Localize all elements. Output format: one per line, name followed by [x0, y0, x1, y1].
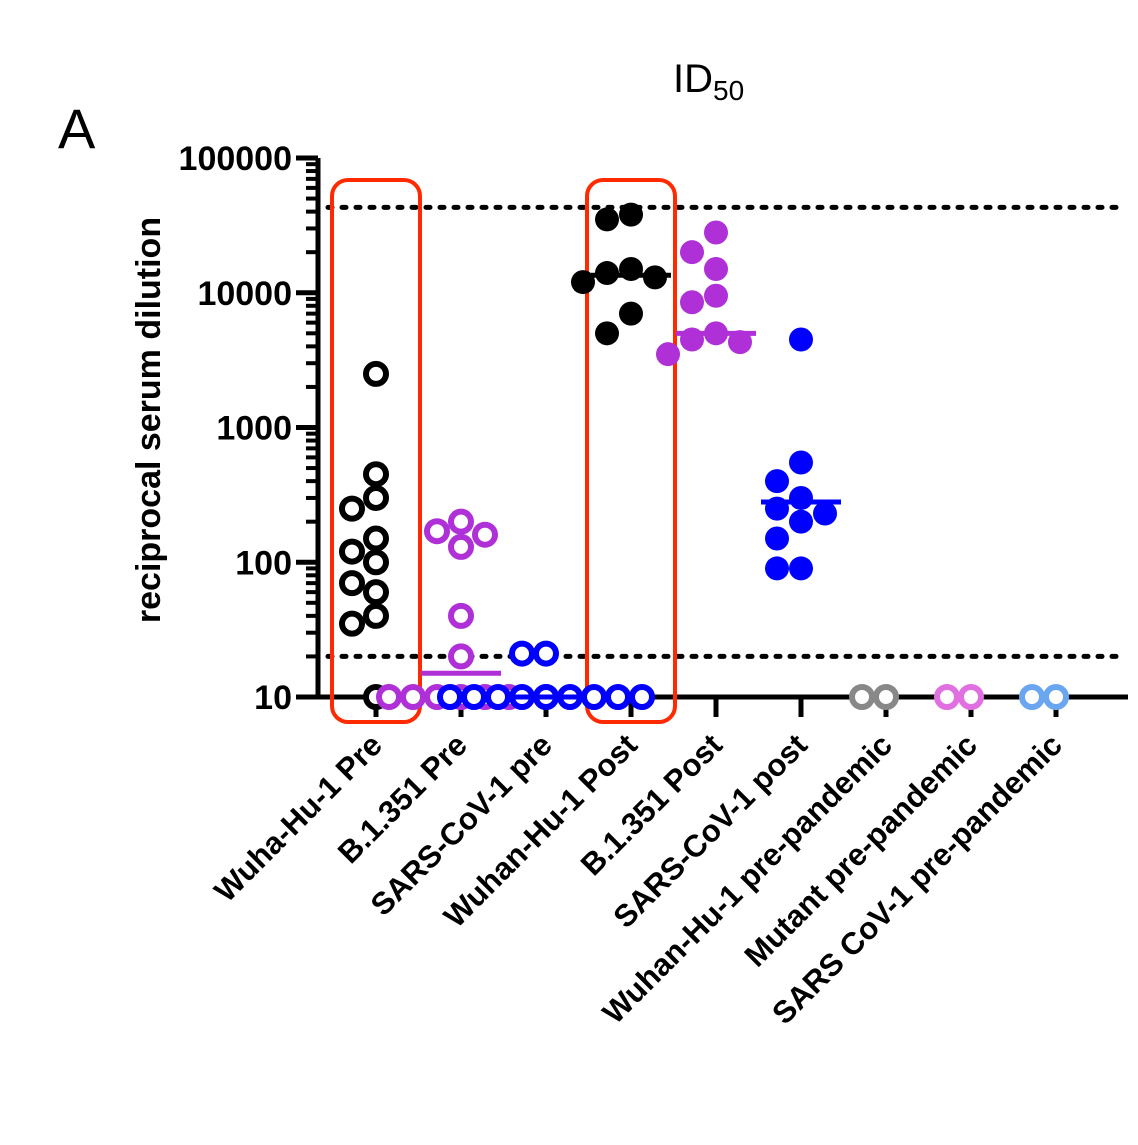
data-point [363, 549, 389, 576]
data-point [789, 485, 813, 510]
data-point [789, 509, 813, 534]
data-point [629, 684, 655, 710]
data-point [765, 556, 789, 581]
data-point [704, 257, 728, 282]
data-point [595, 321, 619, 346]
data-point [873, 684, 899, 710]
y-axis-label: reciprocal serum dilution [130, 217, 168, 623]
data-point [934, 684, 960, 710]
median-lines [421, 272, 841, 700]
data-point [424, 518, 450, 545]
data-point [1043, 684, 1069, 710]
y-tick-label: 1000 [216, 410, 292, 448]
data-point [595, 207, 619, 232]
data-point [581, 684, 607, 710]
data-point [472, 521, 498, 548]
chart-title: ID50 [673, 57, 744, 106]
data-point [363, 484, 389, 511]
data-point [789, 327, 813, 352]
data-point [765, 469, 789, 494]
data-point [605, 684, 631, 710]
data-point [448, 602, 474, 629]
data-point [533, 640, 559, 667]
panel-label: A [58, 97, 96, 160]
y-tick-label: 100000 [179, 140, 292, 178]
data-point [656, 342, 680, 367]
data-point [363, 579, 389, 606]
data-point [680, 290, 704, 315]
data-point [789, 556, 813, 581]
data-point [789, 450, 813, 475]
data-point [485, 684, 511, 710]
data-point [461, 684, 487, 710]
chart-title-main: ID [673, 57, 713, 101]
highlight-box [330, 178, 422, 724]
data-point [765, 526, 789, 551]
data-point [363, 602, 389, 629]
highlight-boxes [330, 178, 677, 724]
data-point [509, 640, 535, 667]
data-points [339, 202, 1069, 710]
y-tick-label: 100 [235, 544, 292, 582]
data-point [571, 270, 595, 295]
data-point [619, 301, 643, 326]
y-tick-label: 10 [254, 679, 292, 717]
data-point [813, 501, 837, 526]
data-point [400, 684, 426, 710]
data-point [437, 684, 463, 710]
data-point [363, 461, 389, 488]
highlight-box [585, 178, 677, 724]
data-point [448, 643, 474, 670]
data-point [849, 684, 875, 710]
data-point [448, 508, 474, 535]
data-point [704, 283, 728, 308]
chart-title-subscript: 50 [713, 75, 744, 106]
data-point [339, 538, 365, 565]
data-point [704, 220, 728, 245]
data-point [448, 533, 474, 560]
data-point [363, 360, 389, 387]
data-point [680, 240, 704, 265]
data-point [363, 525, 389, 552]
data-point [339, 570, 365, 597]
data-point [339, 610, 365, 637]
axes: 10 100 1000 10000 100000 [179, 140, 1128, 717]
y-tick-label: 10000 [197, 275, 292, 313]
data-point [619, 202, 643, 227]
data-point [376, 684, 402, 710]
data-point [339, 495, 365, 522]
data-point [958, 684, 984, 710]
data-point [1019, 684, 1045, 710]
data-point [728, 330, 752, 355]
